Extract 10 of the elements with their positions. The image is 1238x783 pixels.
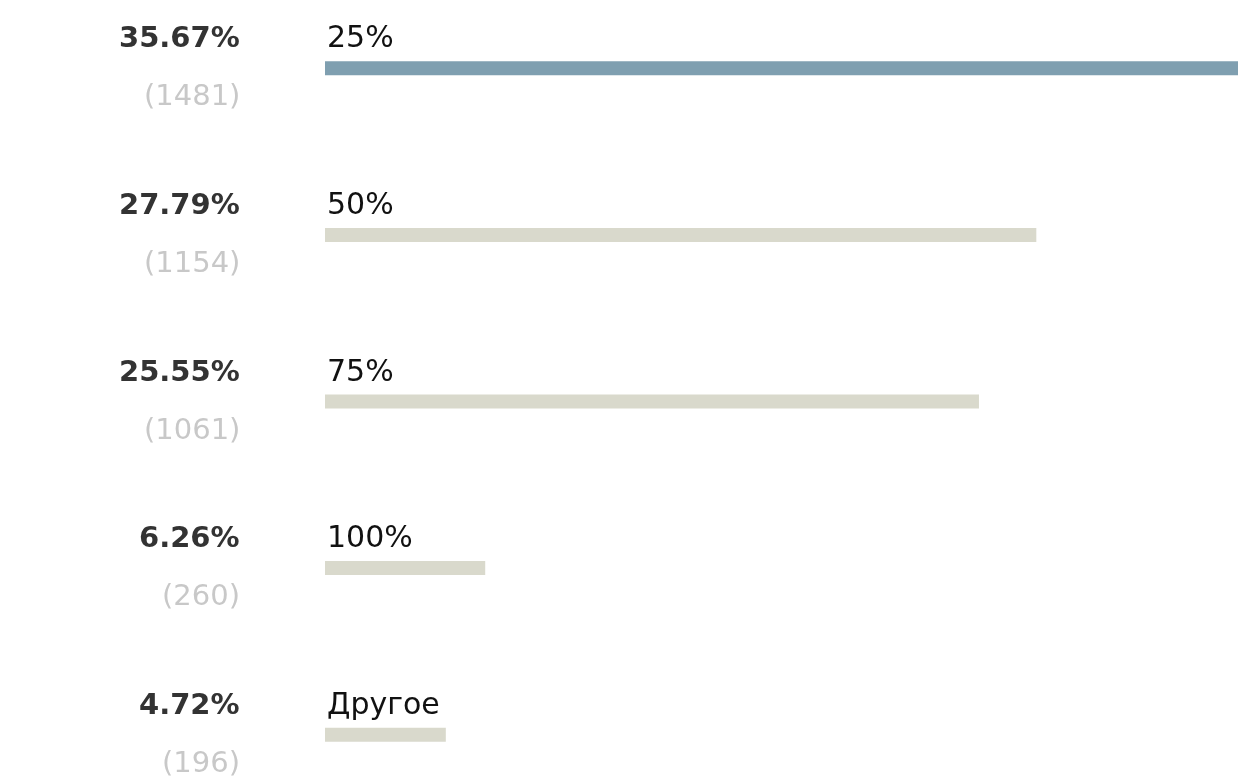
y-tick-label: 75%	[327, 353, 394, 388]
y-tick-label: 50%	[327, 186, 394, 221]
bar	[325, 727, 446, 742]
bar	[325, 394, 979, 409]
bar	[325, 61, 1238, 76]
y-tick-label: Другое	[327, 686, 440, 721]
y-tick-label: 25%	[327, 19, 394, 54]
y-tick-label: 100%	[327, 519, 413, 554]
bar	[325, 227, 1037, 242]
bar	[325, 561, 486, 576]
